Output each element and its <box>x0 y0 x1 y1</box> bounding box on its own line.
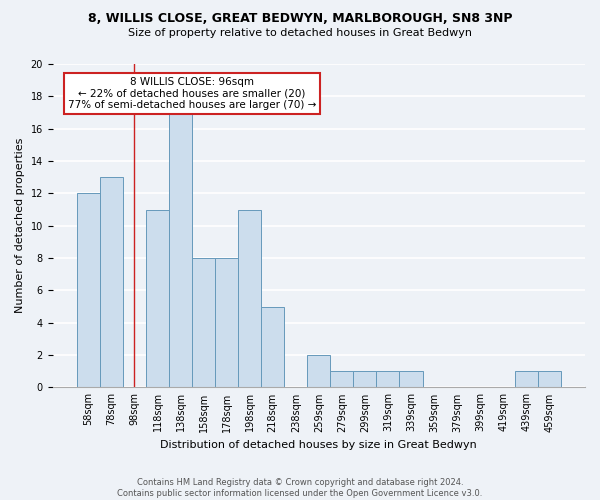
Bar <box>353 372 376 388</box>
Y-axis label: Number of detached properties: Number of detached properties <box>15 138 25 314</box>
Bar <box>376 372 400 388</box>
Bar <box>261 306 284 388</box>
Bar <box>146 210 169 388</box>
Bar <box>307 355 331 388</box>
Bar <box>192 258 215 388</box>
Bar <box>100 177 123 388</box>
Text: 8 WILLIS CLOSE: 96sqm
← 22% of detached houses are smaller (20)
77% of semi-deta: 8 WILLIS CLOSE: 96sqm ← 22% of detached … <box>68 77 316 110</box>
Text: 8, WILLIS CLOSE, GREAT BEDWYN, MARLBOROUGH, SN8 3NP: 8, WILLIS CLOSE, GREAT BEDWYN, MARLBOROU… <box>88 12 512 26</box>
Bar <box>400 372 422 388</box>
Bar <box>515 372 538 388</box>
Bar <box>538 372 561 388</box>
Text: Contains HM Land Registry data © Crown copyright and database right 2024.
Contai: Contains HM Land Registry data © Crown c… <box>118 478 482 498</box>
Bar <box>169 112 192 388</box>
Bar <box>238 210 261 388</box>
Bar <box>215 258 238 388</box>
Text: Size of property relative to detached houses in Great Bedwyn: Size of property relative to detached ho… <box>128 28 472 38</box>
X-axis label: Distribution of detached houses by size in Great Bedwyn: Distribution of detached houses by size … <box>160 440 477 450</box>
Bar <box>77 194 100 388</box>
Bar <box>331 372 353 388</box>
